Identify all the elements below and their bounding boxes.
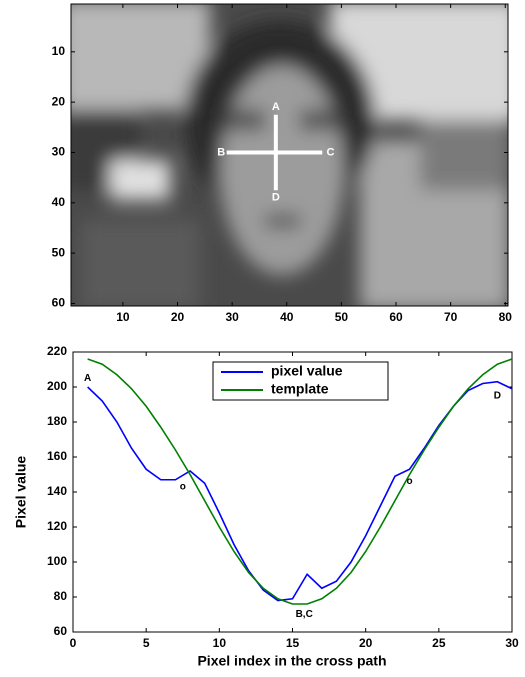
y-tick-label: 50 (52, 245, 66, 259)
image-frame (70, 3, 509, 307)
x-tick-label: 5 (143, 636, 150, 650)
y-tick-label: 60 (52, 296, 66, 310)
y-tick-label: 220 (47, 344, 67, 358)
annotation: o (407, 476, 413, 487)
annotation: D (272, 192, 280, 204)
x-tick-label: 30 (505, 636, 519, 650)
series-line (87, 380, 513, 602)
x-tick-label: 20 (171, 310, 185, 324)
y-tick-label: 40 (52, 195, 66, 209)
annotation: B (217, 146, 225, 158)
y-tick-label: 10 (52, 44, 66, 58)
annotation: o (180, 481, 186, 492)
y-tick-label: 20 (52, 94, 66, 108)
face-image (71, 4, 508, 306)
annotation: A (272, 101, 280, 113)
x-tick-label: 15 (286, 636, 300, 650)
y-tick-label: 200 (47, 379, 67, 393)
legend-label: template (271, 381, 329, 397)
series-line (87, 358, 513, 605)
annotation: D (494, 390, 501, 401)
y-tick-label: 180 (47, 414, 67, 428)
x-tick-label: 70 (444, 310, 458, 324)
y-tick-label: 160 (47, 449, 67, 463)
y-tick-label: 30 (52, 145, 66, 159)
annotation: B,C (296, 609, 313, 620)
y-tick-label: 80 (54, 589, 68, 603)
legend-label: pixel value (271, 363, 343, 379)
x-tick-label: 30 (225, 310, 239, 324)
x-tick-label: 25 (432, 636, 446, 650)
annotation: C (326, 146, 334, 158)
y-tick-label: 120 (47, 519, 67, 533)
y-tick-label: 140 (47, 484, 67, 498)
x-tick-label: 50 (335, 310, 349, 324)
annotation: A (84, 373, 91, 384)
x-tick-label: 40 (280, 310, 294, 324)
x-tick-label: 60 (389, 310, 403, 324)
x-tick-label: 80 (499, 310, 513, 324)
x-tick-label: 10 (116, 310, 130, 324)
x-tick-label: 20 (359, 636, 373, 650)
x-axis-label: Pixel index in the cross path (197, 653, 386, 669)
x-tick-label: 10 (213, 636, 227, 650)
y-axis-label: Pixel value (13, 456, 29, 529)
x-tick-label: 0 (70, 636, 77, 650)
legend-box (212, 361, 389, 401)
y-tick-label: 60 (54, 624, 68, 638)
y-tick-label: 100 (47, 554, 67, 568)
annotation: o (272, 146, 279, 158)
